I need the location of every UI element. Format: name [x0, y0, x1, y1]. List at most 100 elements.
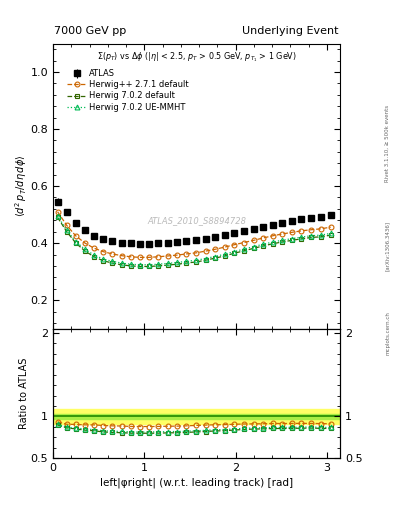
- Herwig++ 2.7.1 default: [280, 231, 285, 237]
- Text: Underlying Event: Underlying Event: [242, 26, 339, 36]
- Herwig++ 2.7.1 default: [261, 235, 265, 241]
- Text: ATLAS_2010_S8894728: ATLAS_2010_S8894728: [147, 216, 246, 225]
- Herwig 7.0.2 UE-MMHT: [92, 252, 97, 258]
- Herwig 7.0.2 default: [147, 263, 151, 269]
- Bar: [53, 409, 340, 423]
- Herwig++ 2.7.1 default: [138, 254, 142, 261]
- Herwig 7.0.2 UE-MMHT: [138, 262, 142, 268]
- Herwig 7.0.2 default: [119, 262, 124, 268]
- Text: [arXiv:1306.3436]: [arXiv:1306.3436]: [385, 221, 390, 271]
- Herwig 7.0.2 default: [73, 240, 78, 246]
- Herwig 7.0.2 UE-MMHT: [299, 234, 304, 240]
- Herwig 7.0.2 UE-MMHT: [175, 260, 180, 266]
- Herwig 7.0.2 UE-MMHT: [222, 251, 227, 258]
- Herwig 7.0.2 UE-MMHT: [261, 241, 265, 247]
- Herwig 7.0.2 default: [83, 248, 87, 254]
- Herwig 7.0.2 UE-MMHT: [166, 260, 171, 266]
- X-axis label: left|φright| (w.r.t. leading track) [rad]: left|φright| (w.r.t. leading track) [rad…: [100, 477, 293, 488]
- Legend: ATLAS, Herwig++ 2.7.1 default, Herwig 7.0.2 default, Herwig 7.0.2 UE-MMHT: ATLAS, Herwig++ 2.7.1 default, Herwig 7.…: [66, 68, 191, 113]
- Herwig++ 2.7.1 default: [73, 233, 78, 239]
- Herwig 7.0.2 default: [290, 237, 295, 243]
- Herwig 7.0.2 default: [129, 263, 133, 269]
- Herwig 7.0.2 default: [242, 248, 246, 254]
- Herwig 7.0.2 UE-MMHT: [119, 260, 124, 266]
- Herwig 7.0.2 UE-MMHT: [328, 230, 333, 237]
- Line: Herwig 7.0.2 default: Herwig 7.0.2 default: [55, 215, 333, 269]
- Herwig++ 2.7.1 default: [318, 226, 323, 232]
- Herwig 7.0.2 UE-MMHT: [280, 237, 285, 243]
- Herwig 7.0.2 UE-MMHT: [231, 249, 236, 255]
- Herwig 7.0.2 default: [328, 232, 333, 238]
- Herwig 7.0.2 UE-MMHT: [110, 258, 115, 264]
- Herwig++ 2.7.1 default: [299, 228, 304, 234]
- Herwig 7.0.2 default: [309, 234, 314, 241]
- Herwig 7.0.2 UE-MMHT: [129, 261, 133, 267]
- Herwig 7.0.2 UE-MMHT: [156, 261, 160, 267]
- Herwig++ 2.7.1 default: [175, 252, 180, 258]
- Herwig++ 2.7.1 default: [166, 253, 171, 259]
- Herwig 7.0.2 default: [138, 263, 142, 269]
- Herwig++ 2.7.1 default: [83, 240, 87, 246]
- Text: 7000 GeV pp: 7000 GeV pp: [54, 26, 127, 36]
- Herwig++ 2.7.1 default: [119, 252, 124, 259]
- Herwig 7.0.2 default: [261, 243, 265, 249]
- Herwig 7.0.2 default: [64, 229, 69, 235]
- Herwig 7.0.2 default: [252, 245, 256, 251]
- Herwig 7.0.2 UE-MMHT: [242, 246, 246, 252]
- Herwig 7.0.2 default: [175, 261, 180, 267]
- Bar: [53, 414, 340, 419]
- Herwig 7.0.2 UE-MMHT: [271, 239, 275, 245]
- Herwig 7.0.2 default: [299, 236, 304, 242]
- Herwig++ 2.7.1 default: [156, 254, 160, 260]
- Herwig 7.0.2 UE-MMHT: [203, 255, 208, 262]
- Herwig++ 2.7.1 default: [309, 227, 314, 233]
- Herwig 7.0.2 UE-MMHT: [73, 239, 78, 245]
- Herwig 7.0.2 default: [280, 239, 285, 245]
- Herwig++ 2.7.1 default: [64, 222, 69, 228]
- Herwig 7.0.2 default: [101, 258, 106, 264]
- Herwig 7.0.2 UE-MMHT: [101, 256, 106, 262]
- Text: Rivet 3.1.10, ≥ 500k events: Rivet 3.1.10, ≥ 500k events: [385, 105, 390, 182]
- Herwig++ 2.7.1 default: [110, 251, 115, 257]
- Herwig++ 2.7.1 default: [194, 250, 199, 256]
- Herwig++ 2.7.1 default: [328, 224, 333, 230]
- Herwig 7.0.2 UE-MMHT: [184, 258, 189, 264]
- Y-axis label: Ratio to ATLAS: Ratio to ATLAS: [19, 358, 29, 429]
- Herwig 7.0.2 UE-MMHT: [194, 257, 199, 263]
- Herwig 7.0.2 UE-MMHT: [147, 262, 151, 268]
- Herwig 7.0.2 default: [156, 263, 160, 269]
- Herwig++ 2.7.1 default: [92, 245, 97, 251]
- Herwig++ 2.7.1 default: [147, 254, 151, 261]
- Herwig 7.0.2 UE-MMHT: [318, 232, 323, 238]
- Herwig 7.0.2 default: [222, 253, 227, 259]
- Herwig++ 2.7.1 default: [101, 249, 106, 255]
- Herwig 7.0.2 default: [55, 215, 60, 221]
- Text: $\Sigma(p_T)$ vs $\Delta\phi$ ($|\eta|$ < 2.5, $p_T$ > 0.5 GeV, $p_{T_1}$ > 1 Ge: $\Sigma(p_T)$ vs $\Delta\phi$ ($|\eta|$ …: [97, 51, 296, 64]
- Text: mcplots.cern.ch: mcplots.cern.ch: [385, 311, 390, 355]
- Herwig 7.0.2 UE-MMHT: [309, 232, 314, 239]
- Herwig 7.0.2 UE-MMHT: [55, 213, 60, 219]
- Herwig++ 2.7.1 default: [212, 246, 217, 252]
- Herwig 7.0.2 default: [212, 255, 217, 261]
- Herwig 7.0.2 UE-MMHT: [252, 243, 256, 249]
- Herwig 7.0.2 default: [203, 257, 208, 263]
- Herwig++ 2.7.1 default: [55, 209, 60, 215]
- Y-axis label: $\langle d^2\,p_T/d\eta\,d\phi\rangle$: $\langle d^2\,p_T/d\eta\,d\phi\rangle$: [13, 155, 29, 217]
- Herwig++ 2.7.1 default: [184, 251, 189, 257]
- Herwig 7.0.2 default: [231, 250, 236, 257]
- Herwig 7.0.2 default: [194, 259, 199, 265]
- Herwig++ 2.7.1 default: [252, 237, 256, 243]
- Line: Herwig++ 2.7.1 default: Herwig++ 2.7.1 default: [55, 209, 333, 260]
- Herwig 7.0.2 default: [184, 260, 189, 266]
- Herwig++ 2.7.1 default: [271, 232, 275, 239]
- Herwig++ 2.7.1 default: [203, 248, 208, 254]
- Herwig++ 2.7.1 default: [231, 242, 236, 248]
- Line: Herwig 7.0.2 UE-MMHT: Herwig 7.0.2 UE-MMHT: [55, 214, 333, 267]
- Herwig 7.0.2 UE-MMHT: [212, 253, 217, 260]
- Herwig 7.0.2 default: [166, 262, 171, 268]
- Herwig 7.0.2 UE-MMHT: [83, 246, 87, 252]
- Herwig 7.0.2 default: [271, 241, 275, 247]
- Herwig 7.0.2 default: [110, 260, 115, 266]
- Herwig++ 2.7.1 default: [129, 254, 133, 260]
- Herwig++ 2.7.1 default: [242, 240, 246, 246]
